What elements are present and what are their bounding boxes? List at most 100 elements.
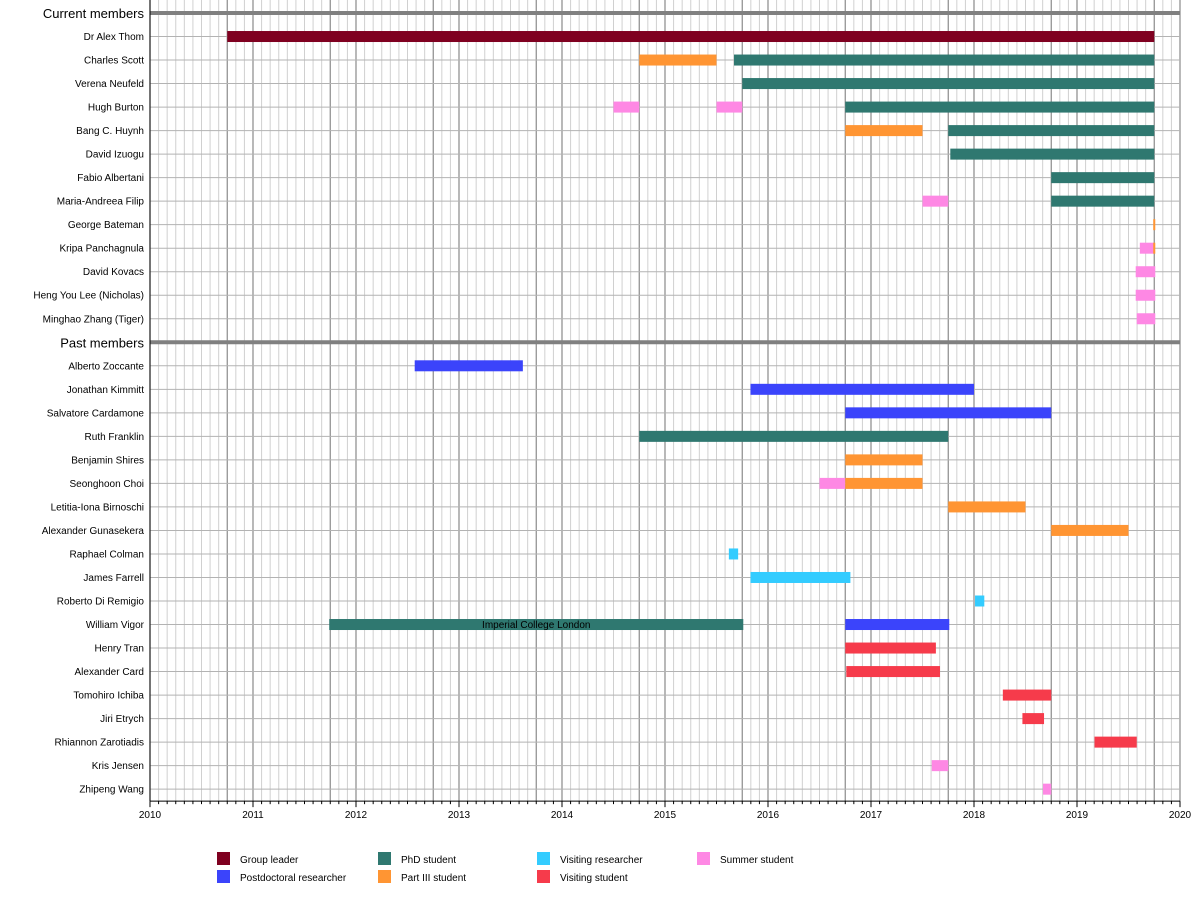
member-name: Kris Jensen xyxy=(92,761,144,772)
legend-label: Postdoctoral researcher xyxy=(240,873,347,884)
x-tick-label: 2014 xyxy=(551,810,574,821)
bar-group-leader xyxy=(227,31,1155,43)
section-label: Past members xyxy=(60,335,144,350)
legend-swatch xyxy=(378,870,391,883)
x-tick-label: 2016 xyxy=(757,810,780,821)
bar-phd xyxy=(950,148,1155,160)
legend-swatch xyxy=(537,852,550,865)
bar-phd xyxy=(742,78,1155,90)
bar-postdoc xyxy=(845,407,1052,419)
bar-visiting-student xyxy=(1094,736,1137,748)
legend-swatch xyxy=(217,870,230,883)
bar-postdoc xyxy=(750,383,974,395)
member-name: Tomohiro Ichiba xyxy=(73,691,144,702)
x-tick-label: 2020 xyxy=(1169,810,1192,821)
legend-item: Group leader xyxy=(217,852,299,866)
rows: Current members Dr Alex Thom Charles Scott… xyxy=(33,6,1180,796)
bar-summer xyxy=(1135,266,1156,278)
legend-item: Summer student xyxy=(697,852,794,866)
x-tick-label: 2012 xyxy=(345,810,368,821)
legend-item: PhD student xyxy=(378,852,456,866)
legend-label: Part III student xyxy=(401,873,466,884)
x-tick-label: 2018 xyxy=(963,810,986,821)
member-name: Charles Scott xyxy=(84,56,144,67)
member-name: David Kovacs xyxy=(83,267,144,278)
bars: Imperial College London xyxy=(227,31,1156,795)
legend-label: Group leader xyxy=(240,855,299,866)
member-name: Alexander Gunasekera xyxy=(42,526,145,537)
bar-visiting-researcher xyxy=(728,548,739,560)
legend: Group leader Postdoctoral researcher PhD s… xyxy=(217,852,794,884)
bar-phd xyxy=(329,619,744,631)
bar-visiting-researcher xyxy=(750,571,851,583)
member-name: Rhiannon Zarotiadis xyxy=(55,738,145,749)
member-name: Maria-Andreea Filip xyxy=(57,197,145,208)
bar-label: Imperial College London xyxy=(482,620,590,631)
bar-part3 xyxy=(1051,524,1129,536)
legend-item: Part III student xyxy=(378,870,466,884)
bar-phd xyxy=(1051,172,1155,184)
member-name: Hugh Burton xyxy=(88,103,144,114)
legend-label: PhD student xyxy=(401,855,456,866)
bar-summer xyxy=(1139,242,1155,254)
bar-visiting-student xyxy=(845,642,936,654)
bar-summer xyxy=(716,101,743,113)
legend-swatch xyxy=(697,852,710,865)
member-name: Verena Neufeld xyxy=(75,79,144,90)
bar-part3 xyxy=(639,54,717,66)
bar-part3 xyxy=(845,477,923,489)
legend-swatch xyxy=(217,852,230,865)
x-tick-label: 2013 xyxy=(448,810,471,821)
bar-part3 xyxy=(845,454,923,466)
member-name: Heng You Lee (Nicholas) xyxy=(33,291,144,302)
member-name: Ruth Franklin xyxy=(85,432,144,443)
bar-phd xyxy=(948,125,1155,137)
bar-phd xyxy=(845,101,1155,113)
bar-part3 xyxy=(1153,219,1156,231)
bar-part3 xyxy=(1153,242,1156,254)
legend-label: Summer student xyxy=(720,855,794,866)
member-name: Alberto Zoccante xyxy=(68,361,144,372)
member-name: Benjamin Shires xyxy=(71,455,144,466)
bar-summer xyxy=(1135,289,1156,301)
section-label: Current members xyxy=(43,6,145,21)
bar-visiting-student xyxy=(1022,713,1045,725)
member-name: Bang C. Huynh xyxy=(76,126,144,137)
member-name: William Vigor xyxy=(86,620,145,631)
bar-summer xyxy=(1136,313,1156,325)
member-name: Kripa Panchagnula xyxy=(59,244,144,255)
legend-label: Visiting researcher xyxy=(560,855,643,866)
legend-swatch xyxy=(537,870,550,883)
member-name: David Izuogu xyxy=(86,150,144,161)
member-name: Henry Tran xyxy=(95,644,144,655)
member-name: George Bateman xyxy=(68,220,144,231)
bar-visiting-student xyxy=(1002,689,1052,701)
member-name: Roberto Di Remigio xyxy=(57,597,145,608)
bar-summer xyxy=(819,477,846,489)
legend-item: Postdoctoral researcher xyxy=(217,870,347,884)
bar-summer xyxy=(1043,783,1052,795)
bar-part3 xyxy=(845,125,923,137)
member-name: James Farrell xyxy=(83,573,144,584)
member-name: Seonghoon Choi xyxy=(69,479,144,490)
member-name: Fabio Albertani xyxy=(77,173,144,184)
legend-item: Visiting researcher xyxy=(537,852,643,866)
bar-phd xyxy=(639,430,949,442)
bar-part3 xyxy=(948,501,1026,513)
x-tick-label: 2019 xyxy=(1066,810,1089,821)
bar-phd xyxy=(734,54,1155,66)
member-name: Raphael Colman xyxy=(70,549,145,560)
member-name: Dr Alex Thom xyxy=(84,32,144,43)
member-name: Salvatore Cardamone xyxy=(47,408,145,419)
x-tick-label: 2011 xyxy=(242,810,264,821)
legend-swatch xyxy=(378,852,391,865)
bar-summer xyxy=(922,195,949,207)
member-name: Letitia-Iona Birnoschi xyxy=(51,502,144,513)
legend-label: Visiting student xyxy=(560,873,628,884)
bar-summer xyxy=(931,760,949,772)
x-tick-label: 2017 xyxy=(860,810,883,821)
member-name: Jiri Etrych xyxy=(100,714,144,725)
member-name: Minghao Zhang (Tiger) xyxy=(43,314,144,325)
bar-summer xyxy=(613,101,640,113)
